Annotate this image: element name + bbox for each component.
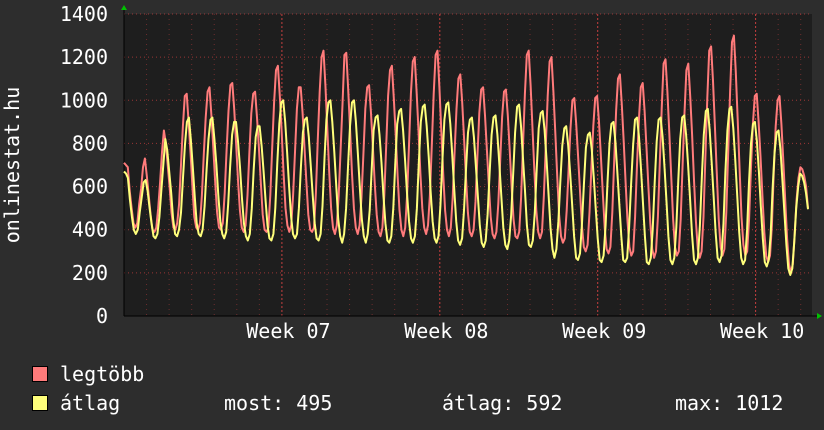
y-tick-label: 1000 — [60, 88, 108, 112]
y-tick-label: 400 — [72, 218, 108, 242]
x-axis-arrow — [817, 313, 822, 319]
stat-current: most: 495 — [224, 391, 333, 415]
y-tick-label: 600 — [72, 175, 108, 199]
legend: legtöbb átlag most: 495 átlag: 592 max: … — [0, 360, 824, 430]
legend-label-avg: átlag — [60, 391, 121, 415]
legend-swatch-avg — [32, 395, 48, 411]
chart-svg: 0 200 400 600 800 1000 1200 1400 Week 07 Week 08 W… — [0, 2, 822, 343]
y-tick-label: 200 — [72, 261, 108, 285]
y-tick-label: 1400 — [60, 2, 108, 26]
legend-label-max: legtöbb — [60, 362, 145, 386]
legend-swatch-max — [32, 366, 48, 382]
legend-item-max: legtöbb — [32, 362, 144, 386]
stat-maximum: max: 1012 — [675, 391, 784, 415]
x-tick-label: Week 09 — [562, 319, 646, 343]
series-line-avg — [123, 99, 809, 276]
y-axis-label: onlinestat.hu — [0, 87, 24, 244]
y-tick-label: 800 — [72, 131, 108, 155]
x-tick-label: Week 10 — [720, 319, 804, 343]
x-tick-label: Week 07 — [246, 319, 330, 343]
legend-item-avg: átlag — [32, 391, 120, 415]
y-tick-label: 1200 — [60, 45, 108, 69]
y-tick-label: 0 — [96, 304, 108, 328]
x-tick-label: Week 08 — [404, 319, 488, 343]
y-axis-arrow — [121, 5, 127, 10]
stat-average: átlag: 592 — [442, 391, 563, 415]
plot-area — [124, 14, 812, 316]
